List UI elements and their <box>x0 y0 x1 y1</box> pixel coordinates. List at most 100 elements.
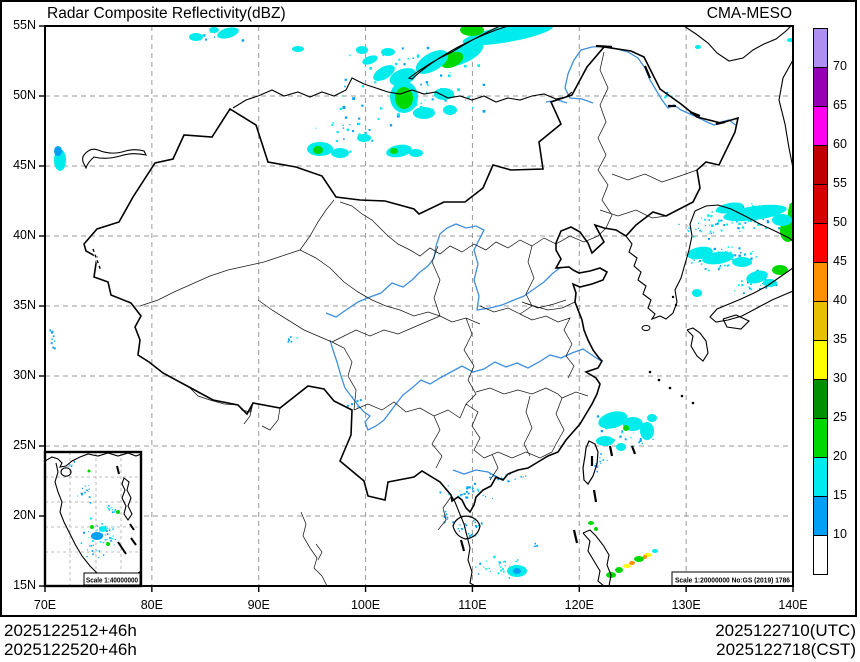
echo-patch <box>189 33 203 41</box>
echo-speckle <box>102 541 105 544</box>
echo-speckle <box>699 259 702 262</box>
echo-speckle <box>332 122 335 124</box>
echo-speckle <box>493 555 496 559</box>
echo-speckle <box>477 490 480 492</box>
echo-speckle <box>448 493 450 496</box>
echo-speckle <box>420 83 422 86</box>
echo-speckle <box>113 526 115 528</box>
echo-speckle <box>49 329 52 332</box>
echo-patch <box>390 148 398 154</box>
echo-speckle <box>287 340 290 343</box>
echo-speckle <box>712 231 715 234</box>
lat-label-55N: 55N <box>13 18 36 32</box>
echo-speckle <box>398 58 401 61</box>
echo-speckle <box>485 568 487 570</box>
echo-speckle <box>507 480 510 483</box>
echo-speckle <box>420 102 423 105</box>
echo-speckle <box>688 227 690 229</box>
echo-speckle <box>753 227 756 229</box>
echo-speckle <box>638 441 641 444</box>
echo-speckle <box>89 544 90 546</box>
lat-label-45N: 45N <box>13 158 36 172</box>
echo-patch <box>513 568 521 574</box>
echo-speckle <box>602 459 605 461</box>
echo-speckle <box>67 466 69 468</box>
echo-patch <box>615 567 623 573</box>
echo-speckle <box>715 223 717 226</box>
lon-label-70E: 70E <box>33 598 57 612</box>
echo-speckle <box>73 461 76 463</box>
echo-speckle <box>342 127 345 129</box>
echo-speckle <box>86 489 89 492</box>
echo-speckle <box>77 495 78 497</box>
echo-speckle <box>748 286 750 288</box>
echo-patch <box>116 510 120 514</box>
echo-speckle <box>475 535 477 537</box>
echo-speckle <box>457 88 460 92</box>
lat-label-20N: 20N <box>13 508 36 522</box>
echo-speckle <box>719 265 722 267</box>
echo-patch <box>331 148 349 158</box>
echo-speckle <box>497 572 500 575</box>
echo-speckle <box>106 507 109 509</box>
echo-patch <box>99 526 107 532</box>
echo-speckle <box>358 117 361 120</box>
echo-speckle <box>357 122 361 126</box>
valid-time-cst: 2025122718(CST) <box>716 640 856 659</box>
echo-speckle <box>102 554 105 556</box>
echo-patch <box>443 105 457 115</box>
echo-speckle <box>708 237 710 240</box>
echo-speckle <box>344 116 348 119</box>
echo-speckle <box>711 211 713 213</box>
echo-speckle <box>361 104 364 107</box>
colorbar-label-35: 35 <box>833 332 847 346</box>
lake-baikal <box>407 26 509 80</box>
china-national-border <box>83 46 740 514</box>
echo-speckle <box>503 561 505 563</box>
echo-speckle <box>499 566 502 568</box>
echo-speckle <box>596 415 600 418</box>
echo-speckle <box>358 133 361 136</box>
echo-speckle <box>88 545 90 547</box>
echo-patch <box>623 564 631 568</box>
echo-speckle <box>344 85 346 88</box>
echo-speckle <box>699 229 702 232</box>
echo-speckle <box>517 559 519 561</box>
echo-speckle <box>742 292 745 295</box>
echo-speckle <box>204 33 206 36</box>
echo-speckle <box>701 263 703 265</box>
echo-speckle <box>459 490 461 492</box>
echo-speckle <box>520 475 523 478</box>
lat-label-50N: 50N <box>13 88 36 102</box>
echo-speckle <box>502 570 505 573</box>
echo-speckle <box>389 124 393 127</box>
echo-speckle <box>287 338 290 340</box>
echo-speckle <box>108 527 110 529</box>
echo-speckle <box>726 223 729 226</box>
echo-speckle <box>600 429 604 433</box>
echo-patch <box>732 257 752 267</box>
echo-speckle <box>424 99 426 101</box>
echo-speckle <box>492 498 494 500</box>
lat-label-35N: 35N <box>13 298 36 312</box>
echo-speckle <box>364 131 367 134</box>
lon-label-90E: 90E <box>247 598 270 612</box>
echo-patch <box>598 411 628 429</box>
echo-speckle <box>377 118 380 121</box>
echo-speckle <box>374 81 377 84</box>
echo-speckle <box>703 218 706 221</box>
echo-speckle <box>351 130 354 133</box>
echo-speckle <box>82 531 85 534</box>
page-title: Radar Composite Reflectivity(dBZ) <box>47 5 286 22</box>
echo-speckle <box>104 534 107 536</box>
echo-speckle <box>700 230 703 233</box>
echo-speckle <box>296 337 298 339</box>
echo-speckle <box>693 259 695 261</box>
echo-speckle <box>488 567 491 570</box>
lon-label-130E: 130E <box>671 598 701 612</box>
colorbar-cell <box>813 379 828 419</box>
echo-speckle <box>81 493 83 496</box>
echo-speckle <box>112 528 114 530</box>
colorbar-cell <box>813 340 828 380</box>
echo-speckle <box>794 216 796 218</box>
